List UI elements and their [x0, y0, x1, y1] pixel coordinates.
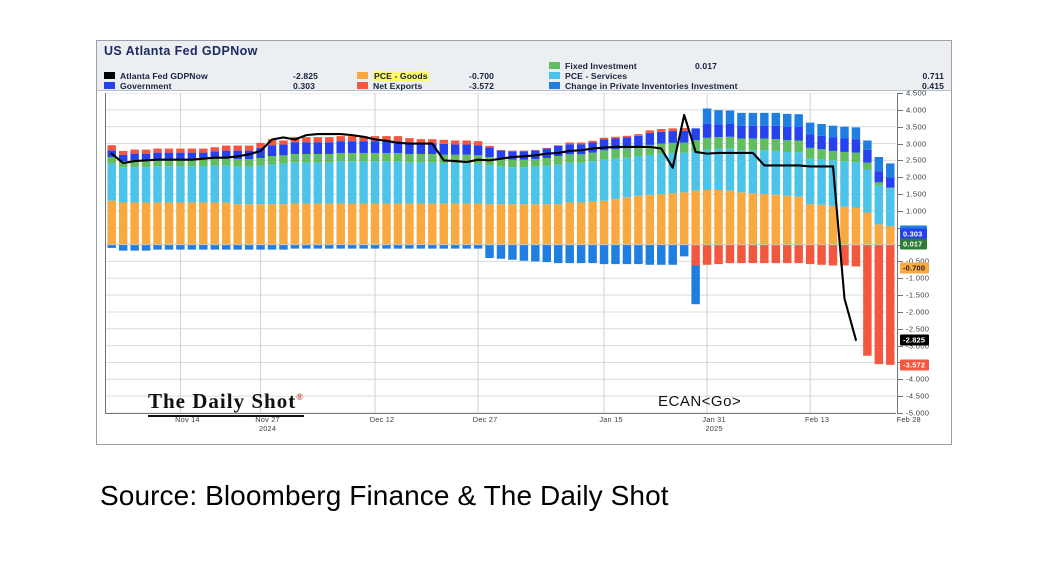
axis-tick: [897, 345, 903, 347]
legend-item-fixed-investment: Fixed Investment: [549, 61, 637, 71]
chart-title: US Atlanta Fed GDPNow: [104, 44, 258, 58]
legend-item-pce-services: PCE - Services: [549, 71, 627, 81]
government-swatch-icon: [104, 82, 115, 90]
x-axis-tick-label: Nov 14: [175, 415, 200, 424]
axis-tick: [897, 379, 903, 381]
axis-tick: [897, 396, 903, 398]
legend-label: Government: [120, 81, 172, 91]
axis-line: [897, 93, 898, 413]
legend-label: Net Exports: [373, 81, 423, 91]
axis-tick-label: -5.000: [906, 408, 930, 418]
axis-tick-label: 3.500: [906, 122, 927, 132]
axis-tick-label: -1.500: [906, 290, 930, 300]
legend-value-change-private-inventories: 0.415: [921, 81, 944, 91]
axis-tick: [897, 160, 903, 162]
pce-services-swatch-icon: [549, 72, 560, 80]
legend-item-net-exports: Net Exports: [357, 81, 422, 91]
axis-tick-label: -2.000: [906, 307, 930, 317]
axis-tick: [897, 295, 903, 297]
ecan-command: ECAN<Go>: [658, 393, 742, 410]
axis-tick-label: -4.000: [906, 374, 930, 384]
axis-tick-label: 1.500: [906, 189, 927, 199]
legend-value-pce-services: 0.711: [922, 71, 944, 81]
axis-tick-label: 2.000: [906, 172, 927, 182]
x-axis-tick-label: Jan 31: [702, 415, 726, 424]
axis-tick-label: -3.000: [906, 341, 930, 351]
net-exports-swatch-icon: [357, 82, 368, 90]
axis-tick: [897, 109, 903, 111]
legend-value-government: 0.303: [293, 81, 316, 91]
legend-value-net-exports: -3.572: [469, 81, 494, 91]
legend-item-government: Government: [104, 81, 172, 91]
x-axis-tick-label: Dec 27: [472, 415, 498, 424]
x-axis-year-label: 2024: [258, 424, 277, 433]
legend-item-change-private-inventories: Change in Private Inventories Investment: [549, 81, 738, 91]
axis-tick-label: -1.000: [906, 273, 930, 283]
axis-tick-label: 4.000: [906, 105, 927, 115]
axis-tick: [897, 143, 903, 145]
legend-label: Atlanta Fed GDPNow: [120, 71, 208, 81]
axis-tick-label: 2.500: [906, 155, 927, 165]
atlanta-fed-gdpnow-swatch-icon: [104, 72, 115, 80]
axis-value-badge: -2.825: [900, 334, 930, 346]
axis-tick: [897, 93, 903, 94]
x-axis-tick-label: Feb 28: [896, 415, 921, 424]
axis-tick-label: 1.000: [906, 206, 927, 216]
x-axis-tick-label: Jan 15: [599, 415, 623, 424]
axis-value-badge: -3.572: [900, 359, 930, 371]
axis-tick: [897, 194, 903, 196]
axis-tick-label: 3.000: [906, 139, 927, 149]
daily-shot-watermark: The Daily Shot®: [148, 389, 304, 417]
axis-tick: [897, 311, 903, 313]
legend-value-pce-goods: -0.700: [469, 71, 494, 81]
watermark-registered: ®: [296, 392, 304, 402]
legend-value-fixed-investment: 0.017: [695, 61, 718, 71]
legend-label: PCE - Services: [565, 71, 628, 81]
x-axis-year-label: 2025: [705, 424, 723, 433]
axis-tick-label: -4.500: [906, 391, 930, 401]
axis-tick: [897, 177, 903, 179]
source-caption: Source: Bloomberg Finance & The Daily Sh…: [100, 480, 669, 511]
axis-tick: [897, 261, 903, 263]
axis-value-badge: 0.303: [900, 228, 927, 240]
x-axis-tick-label: Nov 27: [255, 415, 280, 424]
change-private-inventories-swatch-icon: [549, 82, 560, 90]
axis-tick: [897, 278, 903, 280]
axis-value-badge: -0.700: [900, 262, 930, 274]
x-axis-tick-label: Dec 12: [369, 415, 395, 424]
axis-tick: [897, 126, 903, 128]
axis-tick-label: -0.500: [906, 256, 930, 266]
axis-tick-label: 4.500: [906, 88, 927, 98]
axis-tick-label: -2.500: [906, 324, 930, 334]
legend-label: Fixed Investment: [565, 61, 637, 71]
right-value-axis: 4.500 4.000 3.500 3.000 2.500 2.000 1.500 1.000…: [897, 85, 953, 425]
legend-item-atlanta-fed-gdpnow: Atlanta Fed GDPNow: [104, 71, 208, 81]
x-axis-tick-label: Feb 13: [805, 415, 830, 424]
legend-item-pce-goods: PCE - Goods: [357, 71, 429, 81]
watermark-text: The Daily Shot: [148, 389, 297, 413]
legend-value-atlanta-fed-gdpnow: -2.825: [293, 71, 318, 81]
legend-label: Change in Private Inventories Investment: [565, 81, 738, 91]
pce-goods-swatch-icon: [357, 72, 368, 80]
chart-header: US Atlanta Fed GDPNow Atlanta Fed GDPNow…: [97, 41, 951, 91]
axis-tick: [897, 328, 903, 330]
plot-area: The Daily Shot® ECAN<Go>: [105, 93, 896, 417]
chart-legend: Atlanta Fed GDPNow -2.825 PCE - Goods -0.70…: [97, 60, 951, 91]
axis-tick: [897, 210, 903, 212]
axis-tick: [897, 413, 903, 414]
fixed-investment-swatch-icon: [549, 62, 560, 70]
axis-value-badge: 0.017: [900, 238, 927, 250]
x-axis-labels: Nov 14 Nov 27 2024 Dec 12 Dec 27 Jan 15 Jan 31…: [105, 415, 921, 441]
legend-label: PCE - Goods: [373, 71, 429, 81]
gdpnow-chart-panel: US Atlanta Fed GDPNow Atlanta Fed GDPNow…: [96, 40, 952, 445]
